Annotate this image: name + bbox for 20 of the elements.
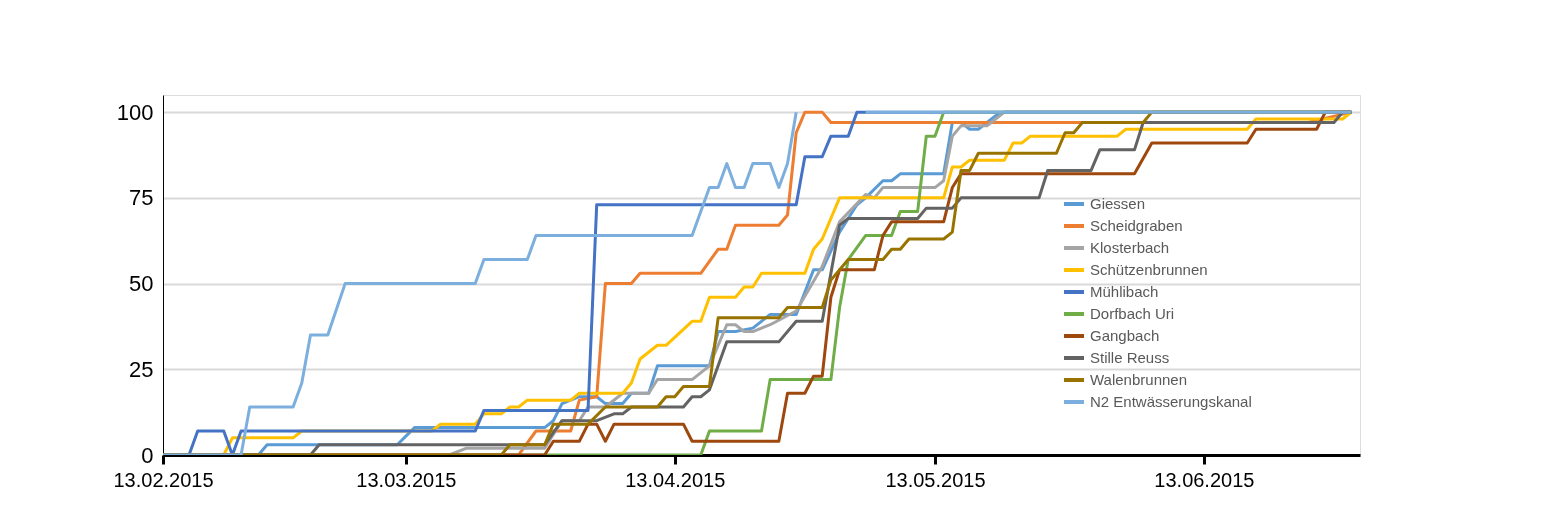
y-tick-label: 25: [129, 356, 154, 382]
legend-label: Schützenbrunnen: [1090, 261, 1208, 278]
legend-label: Walenbrunnen: [1090, 371, 1188, 388]
x-tick-label: 13.05.2015: [885, 468, 986, 491]
y-tick-label: 50: [129, 271, 154, 297]
legend-label: Stille Reuss: [1090, 349, 1170, 366]
legend-label: Klosterbach: [1090, 239, 1170, 256]
x-tick-label: 13.02.2015: [113, 468, 214, 491]
y-tick-label: 75: [129, 185, 154, 211]
x-tick-label: 13.03.2015: [356, 468, 457, 491]
legend-label: Dorfbach Uri: [1090, 305, 1175, 322]
y-tick-label: 0: [141, 442, 154, 468]
legend-label: Giessen: [1090, 195, 1146, 212]
legend-label: N2 Entwässerungskanal: [1090, 393, 1252, 410]
legend-label: Mühlibach: [1090, 283, 1159, 300]
x-tick-label: 13.06.2015: [1154, 468, 1255, 491]
legend-label: Scheidgraben: [1090, 217, 1183, 234]
x-tick-label: 13.04.2015: [625, 468, 726, 491]
y-tick-label: 100: [116, 99, 154, 125]
legend-label: Gangbach: [1090, 327, 1160, 344]
